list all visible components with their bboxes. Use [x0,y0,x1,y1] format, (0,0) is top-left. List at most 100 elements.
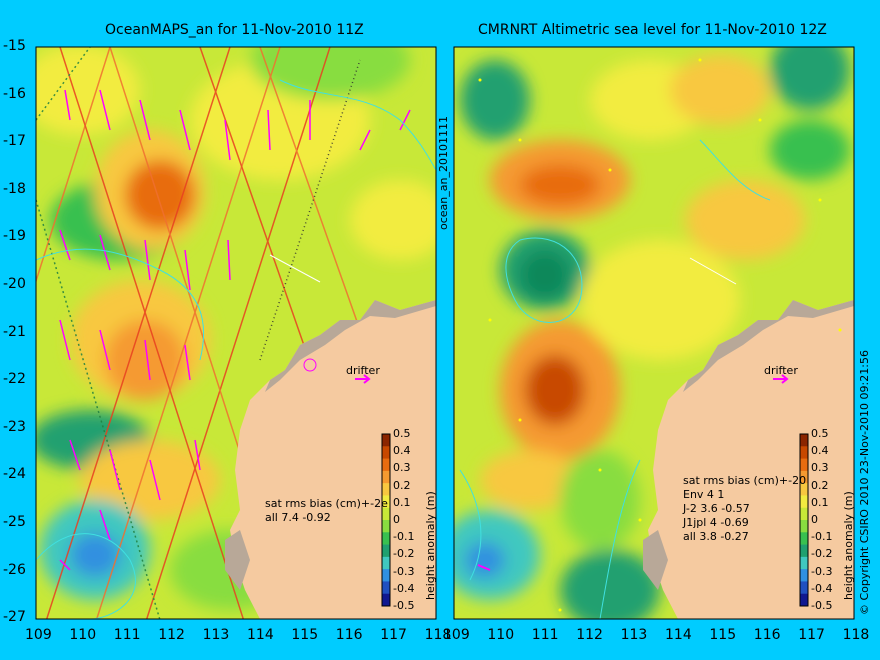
right-map-obs-points [478,58,842,612]
colorbar-tick-label: -0.4 [393,581,415,595]
right-stats-line: J-2 3.6 -0.57 [683,502,750,515]
y-tick-label: -21 [3,323,26,340]
right-colorbar [799,433,809,607]
colorbar-swatch [382,569,390,582]
right-map-anomaly-field [454,47,850,619]
right-colorbar-title: height anomaly (m) [842,491,855,600]
right-drifter-label: drifter [764,364,798,377]
y-tick-label: -18 [3,180,26,197]
colorbar-tick-label: -0.2 [393,547,415,561]
left-drifter-legend-arrow [355,374,371,384]
left-stats-line: all 7.4 -0.92 [265,511,331,524]
x-tick-label: 114 [665,627,692,643]
colorbar-swatch [382,470,390,484]
colorbar-swatch [382,520,390,533]
colorbar-tick-label: 0 [393,513,400,526]
colorbar-swatch [382,581,390,595]
colorbar-tick-label: 0.2 [811,478,829,492]
colorbar-swatch [800,434,808,447]
x-tick-label: 117 [798,627,825,643]
right-map [454,47,854,619]
left-stats-heading: sat rms bias (cm)+-2e [265,497,388,510]
y-tick-label: -23 [3,418,26,435]
colorbar-swatch [382,495,390,509]
right-panel-title: CMRNRT Altimetric sea level for 11-Nov-2… [478,22,827,38]
x-tick-label: 118 [424,627,452,643]
x-tick-label: 110 [69,627,97,643]
colorbar-tick-label: 0.2 [393,478,411,492]
left-colorbar-title: height anomaly (m) [424,491,437,600]
x-tick-label: 113 [202,627,230,643]
right-map-shelf [683,300,854,392]
right-stats-heading: sat rms bias (cm)+-20 [683,474,807,487]
colorbar-tick-label: -0.5 [811,599,833,612]
colorbar-tick-label: -0.3 [393,564,415,578]
colorbar-swatch [800,520,808,533]
colorbar-tick-label: 0.3 [393,461,411,475]
run-id-label: ocean_an_20101111 [437,116,450,230]
colorbar-tick-label: 0.1 [393,495,411,509]
colorbar-tick-label: 0.5 [811,427,829,440]
left-map-frame [35,46,437,620]
colorbar-tick-label: -0.4 [811,581,833,595]
y-tick-label: -22 [3,371,26,388]
colorbar-swatch [800,458,808,472]
right-stats-line: J1jpl 4 -0.69 [683,516,749,529]
left-colorbar [381,433,391,607]
left-map-transect [269,254,321,283]
colorbar-swatch [800,470,808,484]
colorbar-swatch [382,458,390,472]
colorbar-tick-label: 0.4 [393,444,411,458]
colorbar-swatch [382,446,390,460]
colorbar-swatch [800,483,808,496]
colorbar-swatch [382,507,390,521]
x-tick-label: 110 [487,627,515,643]
x-tick-label: 115 [709,627,737,643]
x-tick-label: 115 [291,627,319,643]
x-tick-label: 116 [335,627,363,643]
left-map [36,47,436,619]
colorbar-swatch [382,544,390,558]
colorbar-tick-label: -0.1 [393,530,415,544]
colorbar-frame [381,433,391,607]
x-tick-label: 114 [247,627,274,643]
colorbar-swatch [382,556,390,570]
colorbar-swatch [800,446,808,460]
colorbar-swatch [800,544,808,558]
x-tick-label: 113 [620,627,648,643]
colorbar-swatch [382,434,390,447]
colorbar-tick-label: 0.3 [811,461,829,475]
right-map-drift-arrow [477,564,491,571]
colorbar-swatch [800,581,808,595]
right-stats-line: Env 4 1 [683,488,725,501]
colorbar-tick-label: -0.5 [393,599,415,612]
y-tick-label: -20 [3,276,26,292]
colorbar-tick-label: -0.1 [811,530,833,544]
y-tick-label: -24 [3,466,26,483]
x-tick-label: 116 [753,627,781,643]
copyright-label: © Copyright CSIRO 2010 23-Nov-2010 09:21… [858,350,871,615]
colorbar-swatch [800,569,808,582]
colorbar-tick-label: -0.3 [811,564,833,578]
colorbar-tick-label: 0 [811,513,818,526]
right-map-contours [459,139,771,619]
x-tick-label: 111 [531,627,559,643]
y-tick-label: -19 [3,228,26,245]
colorbar-swatch [800,495,808,509]
x-tick-label: 109 [25,627,52,643]
colorbar-swatch [800,593,808,607]
x-tick-label: 112 [158,627,185,643]
colorbar-swatch [382,483,390,496]
right-drifter-legend-arrow [773,374,789,384]
y-tick-label: -17 [3,133,26,150]
left-map-contours [36,79,436,619]
colorbar-swatch [800,532,808,546]
colorbar-tick-label: 0.4 [811,444,829,458]
x-tick-label: 111 [113,627,141,643]
colorbar-tick-label: 0.5 [393,427,411,440]
y-tick-label: -25 [3,514,26,530]
right-stats-line: all 3.8 -0.27 [683,530,749,543]
y-tick-label: -26 [3,561,26,578]
